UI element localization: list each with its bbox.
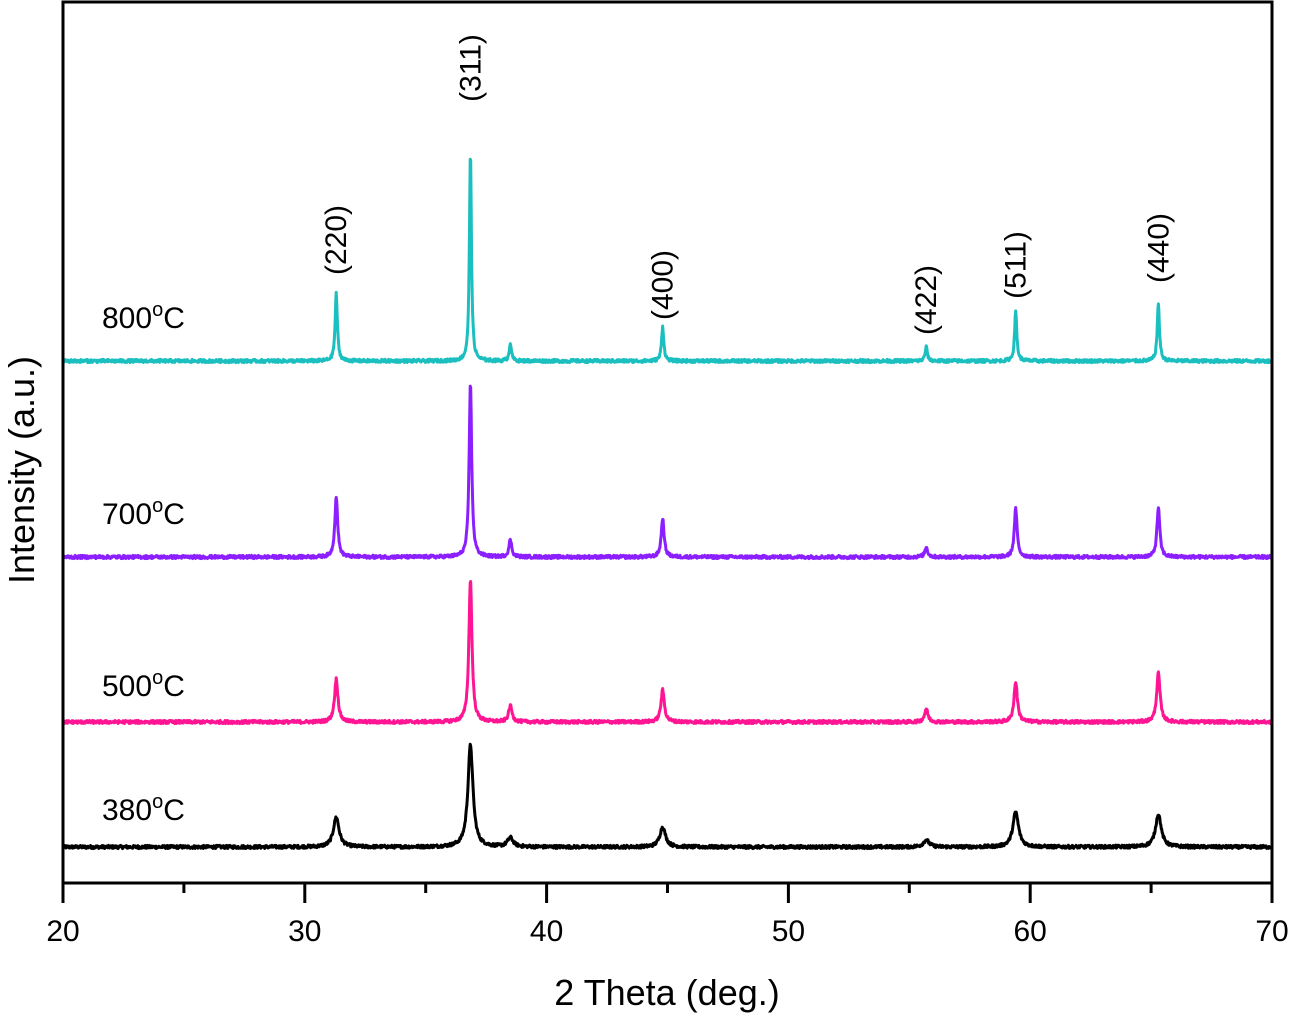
series-label-unit: C	[163, 302, 185, 335]
series-label-700: 700oC	[102, 495, 185, 531]
x-axis-title: 2 Theta (deg.)	[554, 972, 779, 1013]
x-tick-label: 20	[46, 915, 79, 948]
peak-label: (422)	[910, 265, 943, 335]
x-tick-label: 30	[288, 915, 321, 948]
series-label-temp: 800	[102, 302, 152, 335]
peak-label: (511)	[1000, 231, 1033, 299]
x-tick-label: 60	[1014, 915, 1047, 948]
degree-symbol: o	[152, 495, 163, 517]
x-tick-label: 50	[772, 915, 805, 948]
series-layer	[61, 157, 1274, 851]
degree-symbol: o	[152, 667, 163, 689]
series-line-380	[61, 742, 1274, 851]
series-label-temp: 500	[102, 670, 152, 703]
series-line-500	[61, 580, 1274, 726]
series-line-700	[61, 384, 1274, 561]
series-line-800	[61, 157, 1274, 365]
x-axis-ticks: 20 30 40 50 60 70	[46, 883, 1289, 948]
degree-symbol: o	[152, 299, 163, 321]
series-label-380: 380oC	[102, 791, 185, 827]
series-label-unit: C	[163, 794, 185, 827]
x-tick-label: 40	[530, 915, 563, 948]
series-label-temp: 380	[102, 794, 152, 827]
series-label-unit: C	[163, 498, 185, 531]
peak-label: (440)	[1142, 213, 1175, 283]
peak-label: (400)	[647, 250, 680, 320]
series-label-temp: 700	[102, 498, 152, 531]
series-label-500: 500oC	[102, 667, 185, 703]
x-tick-label: 70	[1255, 915, 1288, 948]
degree-symbol: o	[152, 791, 163, 813]
plot-frame	[61, 0, 1274, 885]
series-label-800: 800oC	[102, 299, 185, 335]
peak-label: (311)	[454, 34, 487, 102]
peak-annotations: (220) (311) (400) (422) (511) (440)	[320, 34, 1175, 335]
peak-label: (220)	[320, 205, 353, 275]
y-axis-title: Intensity (a.u.)	[1, 356, 42, 584]
series-label-unit: C	[163, 670, 185, 703]
